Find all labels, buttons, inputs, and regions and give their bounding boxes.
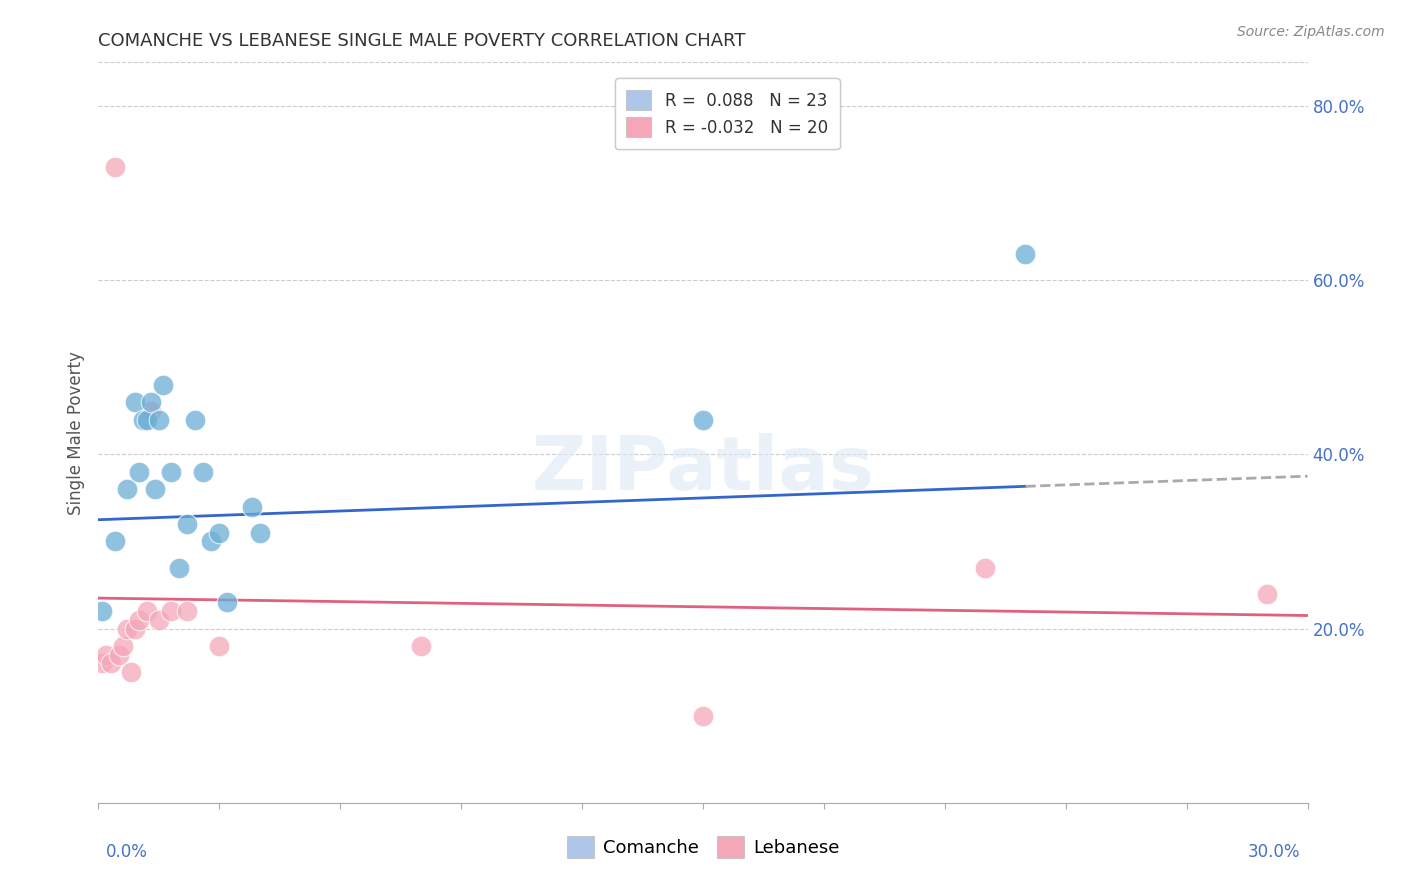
Legend: R =  0.088   N = 23, R = -0.032   N = 20: R = 0.088 N = 23, R = -0.032 N = 20 bbox=[614, 78, 839, 149]
Point bbox=[96, 648, 118, 662]
Point bbox=[1014, 247, 1036, 261]
Point bbox=[974, 560, 997, 574]
Point bbox=[103, 534, 125, 549]
Point bbox=[111, 639, 134, 653]
Point bbox=[135, 604, 157, 618]
Point bbox=[176, 517, 198, 532]
Point bbox=[124, 395, 146, 409]
Text: ZIPatlas: ZIPatlas bbox=[531, 434, 875, 506]
Point bbox=[103, 160, 125, 174]
Point bbox=[184, 412, 207, 426]
Y-axis label: Single Male Poverty: Single Male Poverty bbox=[66, 351, 84, 515]
Point bbox=[176, 604, 198, 618]
Point bbox=[249, 525, 271, 540]
Point bbox=[115, 622, 138, 636]
Point bbox=[217, 595, 239, 609]
Point bbox=[128, 465, 150, 479]
Point bbox=[692, 708, 714, 723]
Point bbox=[115, 482, 138, 496]
Text: COMANCHE VS LEBANESE SINGLE MALE POVERTY CORRELATION CHART: COMANCHE VS LEBANESE SINGLE MALE POVERTY… bbox=[98, 32, 747, 50]
Point bbox=[148, 613, 170, 627]
Point bbox=[91, 657, 114, 671]
Point bbox=[692, 412, 714, 426]
Point bbox=[208, 525, 231, 540]
Point bbox=[139, 404, 162, 418]
Point bbox=[139, 395, 162, 409]
Point bbox=[152, 377, 174, 392]
Point bbox=[100, 657, 122, 671]
Point bbox=[120, 665, 142, 680]
Point bbox=[124, 622, 146, 636]
Point bbox=[200, 534, 222, 549]
Point bbox=[128, 613, 150, 627]
Point bbox=[132, 412, 155, 426]
Point bbox=[208, 639, 231, 653]
Text: Source: ZipAtlas.com: Source: ZipAtlas.com bbox=[1237, 25, 1385, 39]
Point bbox=[143, 482, 166, 496]
Text: 30.0%: 30.0% bbox=[1249, 843, 1301, 861]
Point bbox=[409, 639, 432, 653]
Point bbox=[160, 465, 183, 479]
Point bbox=[91, 604, 114, 618]
Point bbox=[135, 412, 157, 426]
Point bbox=[107, 648, 129, 662]
Point bbox=[240, 500, 263, 514]
Point bbox=[148, 412, 170, 426]
Point bbox=[160, 604, 183, 618]
Point bbox=[1256, 587, 1278, 601]
Legend: Comanche, Lebanese: Comanche, Lebanese bbox=[560, 829, 846, 865]
Point bbox=[167, 560, 190, 574]
Point bbox=[193, 465, 215, 479]
Text: 0.0%: 0.0% bbox=[105, 843, 148, 861]
